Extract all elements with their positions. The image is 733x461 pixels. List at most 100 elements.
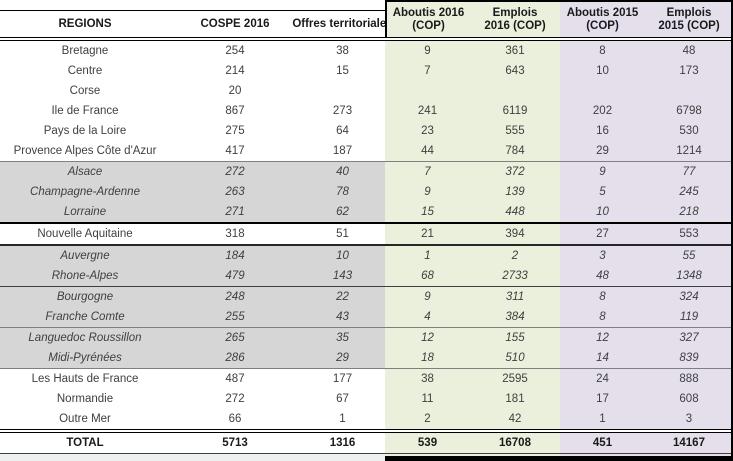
value-cell: 77 bbox=[645, 162, 733, 182]
value-cell: 42 bbox=[470, 409, 560, 429]
value-cell: 318 bbox=[225, 227, 245, 240]
value-cell: 16708 bbox=[470, 433, 560, 453]
value-cell: 66 bbox=[228, 412, 242, 425]
value-cell: 2733 bbox=[470, 266, 560, 286]
bottom-border-strip bbox=[385, 456, 733, 461]
value-cell: 11 bbox=[385, 389, 470, 409]
table-row: Midi-Pyrénées 286 29 18 510 14 839 bbox=[0, 348, 733, 368]
region-name-cell: TOTAL bbox=[66, 436, 104, 449]
footer-band-left bbox=[0, 454, 385, 461]
column-header: Offres territoriales bbox=[292, 10, 393, 37]
value-cell: 839 bbox=[645, 348, 733, 368]
value-cell: 245 bbox=[645, 182, 733, 202]
value-cell: 3 bbox=[645, 409, 733, 429]
value-cell: 14167 bbox=[645, 433, 733, 453]
value-cell: 62 bbox=[300, 202, 385, 222]
table-row: Pays de la Loire 275 64 23 555 16 530 bbox=[0, 121, 733, 141]
region-name-cell: Ile de France bbox=[51, 104, 119, 117]
table-row: Franche Comte 255 43 4 384 8 119 bbox=[0, 307, 733, 327]
value-cell: 530 bbox=[645, 121, 733, 141]
value-cell: 35 bbox=[300, 328, 385, 348]
region-name-cell: Bretagne bbox=[61, 44, 109, 57]
value-cell: 451 bbox=[560, 433, 645, 453]
table-row: Bretagne 254 38 9 361 8 48 bbox=[0, 41, 733, 61]
table-row: Champagne-Ardenne 263 78 9 139 5 245 bbox=[0, 182, 733, 202]
value-cell: 202 bbox=[560, 101, 645, 121]
value-cell: 6119 bbox=[470, 101, 560, 121]
region-name-cell: Corse bbox=[69, 84, 101, 97]
value-cell: 1214 bbox=[645, 141, 733, 161]
value-cell: 9 bbox=[385, 41, 470, 61]
value-cell: 29 bbox=[560, 141, 645, 161]
value-cell: 10 bbox=[300, 246, 385, 266]
column-header: COSPE 2016 bbox=[170, 10, 300, 37]
value-cell: 867 bbox=[225, 104, 245, 117]
value-cell: 24 bbox=[560, 369, 645, 389]
value-cell: 43 bbox=[300, 307, 385, 327]
value-cell: 48 bbox=[560, 266, 645, 286]
region-name-cell: Outre Mer bbox=[59, 412, 111, 425]
value-cell: 3 bbox=[560, 246, 645, 266]
region-name-cell: Les Hauts de France bbox=[31, 372, 139, 385]
region-name-cell: Alsace bbox=[0, 162, 170, 182]
value-cell: 21 bbox=[385, 224, 470, 244]
value-cell: 555 bbox=[470, 121, 560, 141]
region-name-cell: Franche Comte bbox=[0, 307, 170, 327]
region-name-cell: Nouvelle Aquitaine bbox=[37, 227, 133, 240]
table-row: Alsace 272 40 7 372 9 77 bbox=[0, 161, 733, 182]
value-cell: 55 bbox=[645, 246, 733, 266]
table-row: Lorraine 271 62 15 448 10 218 bbox=[0, 202, 733, 222]
value-cell: 9 bbox=[385, 287, 470, 307]
table-row: Provence Alpes Côte d'Azur 417 187 44 784 29 1… bbox=[0, 141, 733, 161]
value-cell: 263 bbox=[170, 182, 300, 202]
value-cell: 311 bbox=[470, 287, 560, 307]
value-cell: 8 bbox=[560, 41, 645, 61]
header-row: REGIONS COSPE 2016 Offres territoriales Abo… bbox=[0, 0, 733, 41]
value-cell: 265 bbox=[170, 328, 300, 348]
region-name-cell: Lorraine bbox=[0, 202, 170, 222]
value-cell: 271 bbox=[170, 202, 300, 222]
table-row: Normandie 272 67 11 181 17 608 bbox=[0, 389, 733, 409]
total-row: TOTAL 5713 1316 539 16708 451 14167 bbox=[0, 429, 733, 453]
value-cell: 372 bbox=[470, 162, 560, 182]
value-cell: 5 bbox=[560, 182, 645, 202]
value-cell: 6798 bbox=[645, 101, 733, 121]
region-name-cell: Rhone-Alpes bbox=[0, 266, 170, 286]
value-cell: 553 bbox=[645, 224, 733, 244]
value-cell: 10 bbox=[560, 61, 645, 81]
region-name-cell: Champagne-Ardenne bbox=[0, 182, 170, 202]
value-cell: 29 bbox=[300, 348, 385, 368]
table-row: Rhone-Alpes 479 143 68 2733 48 1348 bbox=[0, 266, 733, 286]
value-cell: 214 bbox=[225, 64, 245, 77]
value-cell bbox=[470, 81, 560, 101]
value-cell: 487 bbox=[225, 372, 245, 385]
value-cell: 15 bbox=[336, 64, 349, 77]
value-cell: 7 bbox=[385, 61, 470, 81]
value-cell: 155 bbox=[470, 328, 560, 348]
region-name-cell: Provence Alpes Côte d'Azur bbox=[13, 144, 157, 157]
value-cell: 68 bbox=[385, 266, 470, 286]
value-cell: 5713 bbox=[222, 436, 248, 449]
value-cell: 78 bbox=[300, 182, 385, 202]
value-cell: 1 bbox=[560, 409, 645, 429]
region-name-cell: Normandie bbox=[56, 392, 114, 405]
region-name-cell: Pays de la Loire bbox=[43, 124, 127, 137]
value-cell: 14 bbox=[560, 348, 645, 368]
value-cell bbox=[300, 81, 385, 101]
value-cell: 608 bbox=[645, 389, 733, 409]
value-cell: 394 bbox=[470, 224, 560, 244]
value-cell: 384 bbox=[470, 307, 560, 327]
value-cell: 273 bbox=[332, 104, 353, 117]
value-cell: 539 bbox=[385, 433, 470, 453]
value-cell: 17 bbox=[560, 389, 645, 409]
table-row: Ile de France 867 273 241 6119 202 6798 bbox=[0, 101, 733, 121]
value-cell: 12 bbox=[385, 328, 470, 348]
value-cell: 272 bbox=[225, 392, 245, 405]
column-header: Aboutis 2016 (COP) bbox=[385, 0, 470, 37]
value-cell: 48 bbox=[645, 41, 733, 61]
value-cell: 2595 bbox=[470, 369, 560, 389]
value-cell: 1348 bbox=[645, 266, 733, 286]
value-cell: 18 bbox=[385, 348, 470, 368]
value-cell: 7 bbox=[385, 162, 470, 182]
